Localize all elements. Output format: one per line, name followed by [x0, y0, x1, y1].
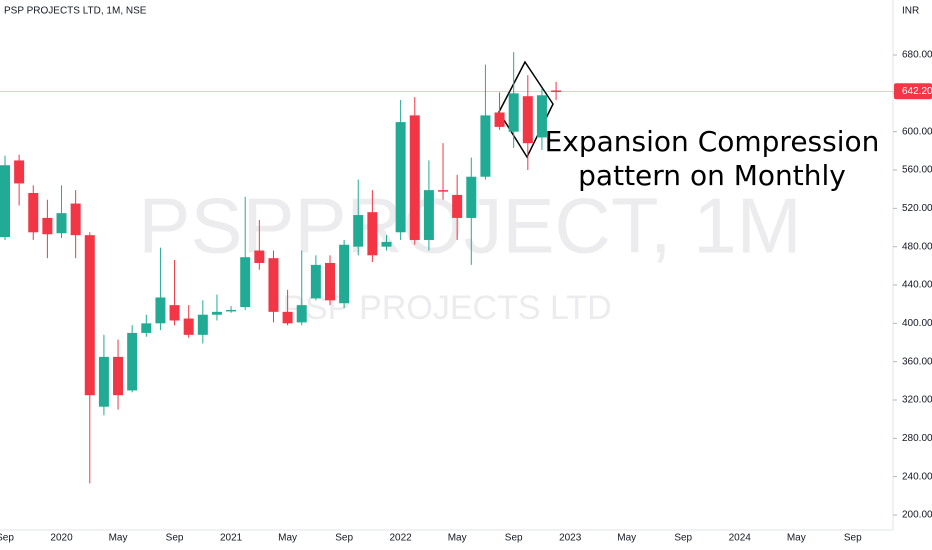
x-tick-label: Sep [166, 533, 184, 544]
x-tick-label: Sep [335, 533, 353, 544]
candle-body [240, 257, 251, 308]
candle-body [310, 264, 321, 299]
candle-body [183, 318, 194, 335]
x-tick-label: May [617, 533, 636, 544]
y-tick-label: 680.00 [902, 50, 932, 61]
y-tick-label: 320.00 [902, 395, 932, 406]
candle-body [367, 212, 378, 256]
candle-body [70, 203, 81, 236]
candle-body [211, 311, 222, 315]
x-tick-label: Sep [844, 533, 862, 544]
candle-body [197, 314, 208, 335]
candle-body [494, 112, 505, 127]
y-tick-label: 520.00 [902, 203, 932, 214]
candle-body [395, 122, 406, 233]
x-tick-label: May [278, 533, 297, 544]
y-tick-label: 480.00 [902, 241, 932, 252]
candle-body [282, 311, 293, 324]
y-tick-label: 600.00 [902, 126, 932, 137]
candle-body [324, 262, 335, 301]
x-tick-label: 2021 [220, 533, 243, 544]
diamond-drawing [498, 60, 554, 159]
candle-body [268, 258, 279, 312]
y-tick-label: 240.00 [902, 471, 932, 482]
x-tick-label: 2022 [390, 533, 413, 544]
candle-body [339, 244, 350, 304]
candle-body [423, 190, 434, 240]
candle-body [409, 115, 420, 240]
candle-body [14, 160, 25, 184]
x-tick-label: May [448, 533, 467, 544]
y-tick-label: 200.00 [902, 510, 932, 521]
candle-body [84, 235, 95, 396]
candle-body [141, 323, 152, 333]
last-price-label: 642.20 [902, 86, 932, 97]
candle-body [28, 193, 39, 233]
candle-body [169, 305, 180, 321]
candle-body [452, 194, 463, 218]
candle-body [438, 190, 449, 192]
candle-body [536, 95, 547, 138]
annotation: pattern on Monthly [578, 159, 846, 192]
candle-body [98, 356, 109, 407]
candle-body [480, 115, 491, 177]
y-tick-label: 280.00 [902, 433, 932, 444]
y-tick-label: 440.00 [902, 280, 932, 291]
candle-body [42, 217, 53, 235]
candle-body [466, 176, 477, 218]
annotation: Expansion Compression [545, 125, 880, 158]
last-price-box [894, 83, 932, 100]
candle-body [226, 309, 237, 312]
x-tick-label: Sep [0, 533, 14, 544]
candle-body [522, 96, 533, 144]
chart-title: PSP PROJECTS LTD, 1M, NSE [4, 6, 147, 17]
x-tick-label: May [787, 533, 806, 544]
y-tick-label: 560.00 [902, 165, 932, 176]
x-tick-label: 2023 [559, 533, 582, 544]
candle-body [113, 356, 124, 396]
candle-body [353, 215, 364, 247]
x-tick-label: 2020 [50, 533, 73, 544]
candle-body [56, 213, 67, 234]
candle-body [254, 250, 265, 263]
currency: INR [902, 6, 919, 17]
x-tick-label: 2024 [729, 533, 752, 544]
candle-body [381, 241, 392, 247]
x-tick-label: Sep [674, 533, 692, 544]
watermark-subtitle: PSP PROJECTS LTD [282, 289, 611, 327]
candle-body [127, 332, 138, 391]
y-tick-label: 360.00 [902, 356, 932, 367]
candle-body [0, 165, 10, 238]
candle-body [296, 305, 307, 323]
candle-body [508, 93, 519, 132]
candle-body [155, 297, 166, 324]
y-tick-label: 400.00 [902, 318, 932, 329]
x-tick-label: May [109, 533, 128, 544]
x-tick-label: Sep [505, 533, 523, 544]
